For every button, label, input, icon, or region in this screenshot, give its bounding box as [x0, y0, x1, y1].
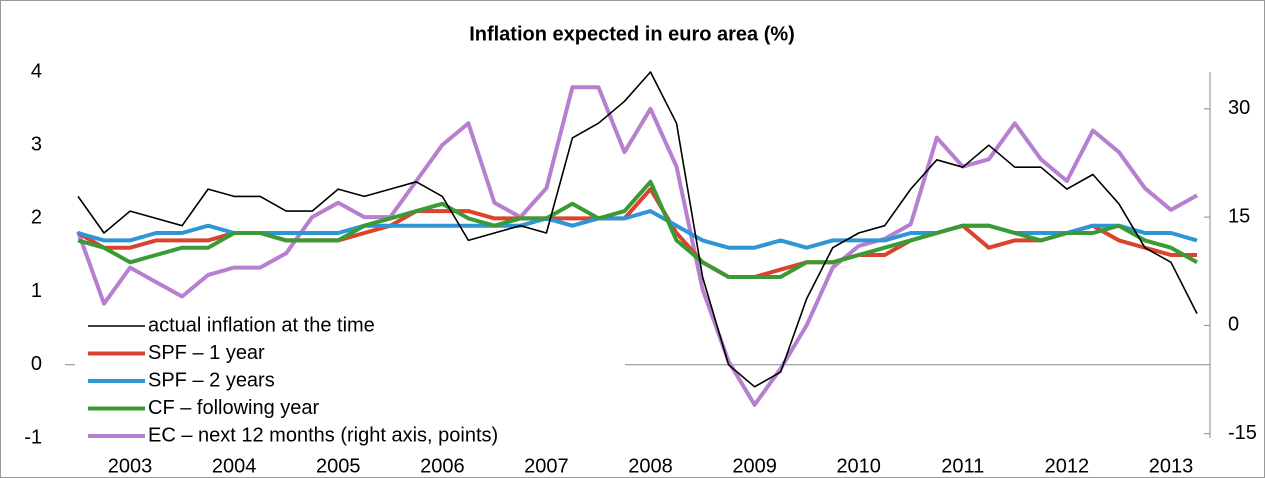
x-tick-label: 2008: [628, 455, 673, 477]
x-tick-label: 2006: [420, 455, 465, 477]
x-tick-label: 2010: [836, 455, 881, 477]
legend-label: actual inflation at the time: [148, 314, 375, 336]
y2-tick-label: 0: [1228, 314, 1239, 336]
y2-tick-label: 30: [1228, 97, 1250, 119]
legend-label: CF – following year: [148, 397, 320, 419]
y-tick-label: 1: [31, 280, 42, 302]
legend: actual inflation at the time SPF – 1 year…: [75, 312, 625, 447]
x-tick-label: 2004: [212, 455, 257, 477]
legend-background: [75, 312, 625, 447]
chart-title: Inflation expected in euro area (%): [469, 23, 795, 45]
x-tick-label: 2003: [108, 455, 153, 477]
y-tick-label: 2: [31, 207, 42, 229]
x-tick-label: 2005: [316, 455, 361, 477]
x-tick-label: 2009: [732, 455, 777, 477]
x-tick-label: 2012: [1045, 455, 1090, 477]
x-tick-label: 2007: [524, 455, 569, 477]
legend-label: EC – next 12 months (right axis, points): [148, 424, 498, 446]
y-tick-label: 4: [31, 60, 42, 82]
x-tick-label: 2013: [1149, 455, 1194, 477]
series-line: [77, 71, 1198, 388]
series-line: [77, 179, 1198, 279]
legend-label: SPF – 1 year: [148, 342, 265, 364]
y-tick-label: 0: [31, 353, 42, 375]
y2-tick-label: -15: [1228, 422, 1257, 444]
legend-label: SPF – 2 years: [148, 369, 275, 391]
y2-tick-label: 15: [1228, 205, 1250, 227]
x-tick-label: 2011: [941, 455, 984, 477]
y-tick-label: 3: [31, 133, 42, 155]
y-tick-label: -1: [24, 426, 42, 448]
series-line: [76, 85, 1198, 407]
